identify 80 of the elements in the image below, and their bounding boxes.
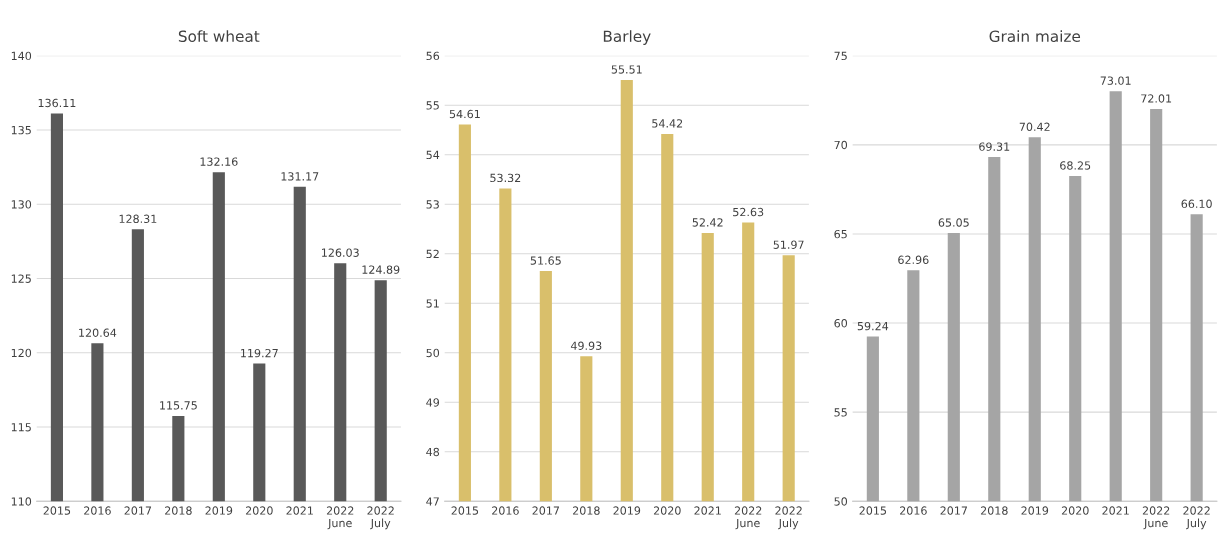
data-label: 51.65: [530, 256, 561, 265]
y-tick-label: 49: [426, 398, 440, 407]
y-tick-label: 65: [834, 229, 847, 239]
y-tick-label: 60: [834, 319, 848, 328]
y-tick-label: 50: [834, 497, 848, 506]
y-tick-label: 125: [11, 274, 31, 283]
x-tick-label: 2022 June: [326, 506, 354, 530]
y-tick-label: 70: [834, 140, 848, 150]
data-label: 132.16: [200, 157, 238, 166]
data-label: 65.05: [938, 218, 969, 227]
x-tick-label: 2022 July: [1183, 506, 1210, 530]
x-tick-label: 2016: [492, 506, 519, 515]
data-label: 120.64: [79, 328, 117, 337]
y-tick-label: 55: [834, 408, 847, 417]
data-label: 115.75: [160, 401, 197, 410]
data-label: 55.51: [611, 65, 642, 74]
x-tick-label: 2022 June: [734, 506, 762, 530]
x-tick-label: 2019: [613, 506, 641, 515]
x-tick-label: 2020: [1061, 506, 1089, 515]
data-label: 126.03: [322, 248, 359, 257]
data-label: 54.42: [652, 119, 683, 128]
y-tick-label: 120: [11, 348, 32, 358]
data-label: 136.11: [38, 98, 76, 108]
y-tick-label: 140: [11, 51, 32, 61]
data-label: 53.32: [490, 173, 521, 183]
data-label: 72.01: [1141, 94, 1172, 103]
x-tick-label: 2016: [900, 506, 927, 515]
x-tick-label: 2015: [451, 506, 479, 515]
data-label: 131.17: [281, 172, 319, 181]
x-tick-label: 2015: [43, 506, 71, 515]
x-tick-label: 2015: [859, 506, 887, 515]
y-tick-label: 54: [426, 150, 440, 160]
data-label: 68.25: [1060, 161, 1091, 170]
y-tick-label: 56: [426, 51, 440, 61]
data-label: 51.97: [773, 240, 804, 249]
y-tick-label: 52: [426, 249, 439, 259]
y-tick-label: 50: [426, 348, 440, 358]
data-label: 128.31: [119, 214, 157, 224]
x-tick-label: 2017: [124, 506, 152, 515]
x-tick-label: 2021: [1102, 506, 1129, 515]
x-tick-label: 2022 July: [367, 506, 394, 530]
y-tick-label: 130: [11, 200, 32, 209]
data-label: 54.61: [449, 109, 480, 119]
x-tick-label: 2021: [694, 506, 721, 515]
x-tick-label: 2022 June: [1142, 506, 1170, 530]
data-label: 73.01: [1100, 76, 1131, 85]
data-label: 119.27: [241, 348, 278, 358]
data-label: 62.96: [898, 255, 929, 264]
y-tick-label: 110: [11, 497, 32, 506]
x-tick-label: 2022 July: [775, 506, 802, 530]
data-label: 66.10: [1181, 199, 1212, 209]
x-tick-label: 2018: [165, 506, 192, 515]
x-tick-label: 2017: [940, 506, 967, 515]
data-label: 49.93: [570, 341, 602, 350]
y-tick-label: 135: [11, 125, 31, 135]
y-tick-label: 47: [426, 497, 439, 506]
x-tick-label: 2018: [980, 506, 1008, 515]
data-label: 69.31: [979, 142, 1010, 151]
x-tick-label: 2020: [653, 506, 681, 515]
data-label: 52.63: [733, 207, 764, 217]
y-tick-label: 115: [11, 423, 31, 432]
x-tick-label: 2019: [205, 506, 233, 515]
data-label: 59.24: [857, 321, 889, 331]
data-label: 52.42: [692, 218, 723, 227]
x-tick-label: 2020: [245, 506, 273, 515]
y-tick-label: 53: [426, 200, 439, 209]
y-tick-label: 55: [426, 101, 439, 110]
data-label: 124.89: [362, 265, 400, 274]
x-tick-label: 2019: [1021, 506, 1049, 515]
y-tick-label: 48: [426, 447, 440, 457]
data-label: 70.42: [1019, 122, 1050, 132]
chart-title: Grain maize: [989, 30, 1081, 43]
x-tick-label: 2017: [532, 506, 560, 515]
x-tick-label: 2016: [84, 506, 111, 515]
chart-title: Soft wheat: [178, 30, 260, 43]
x-tick-label: 2018: [572, 506, 600, 515]
y-tick-label: 51: [426, 299, 439, 308]
chart-title: Barley: [603, 30, 651, 45]
y-tick-label: 75: [834, 51, 847, 61]
x-tick-label: 2021: [286, 506, 313, 515]
